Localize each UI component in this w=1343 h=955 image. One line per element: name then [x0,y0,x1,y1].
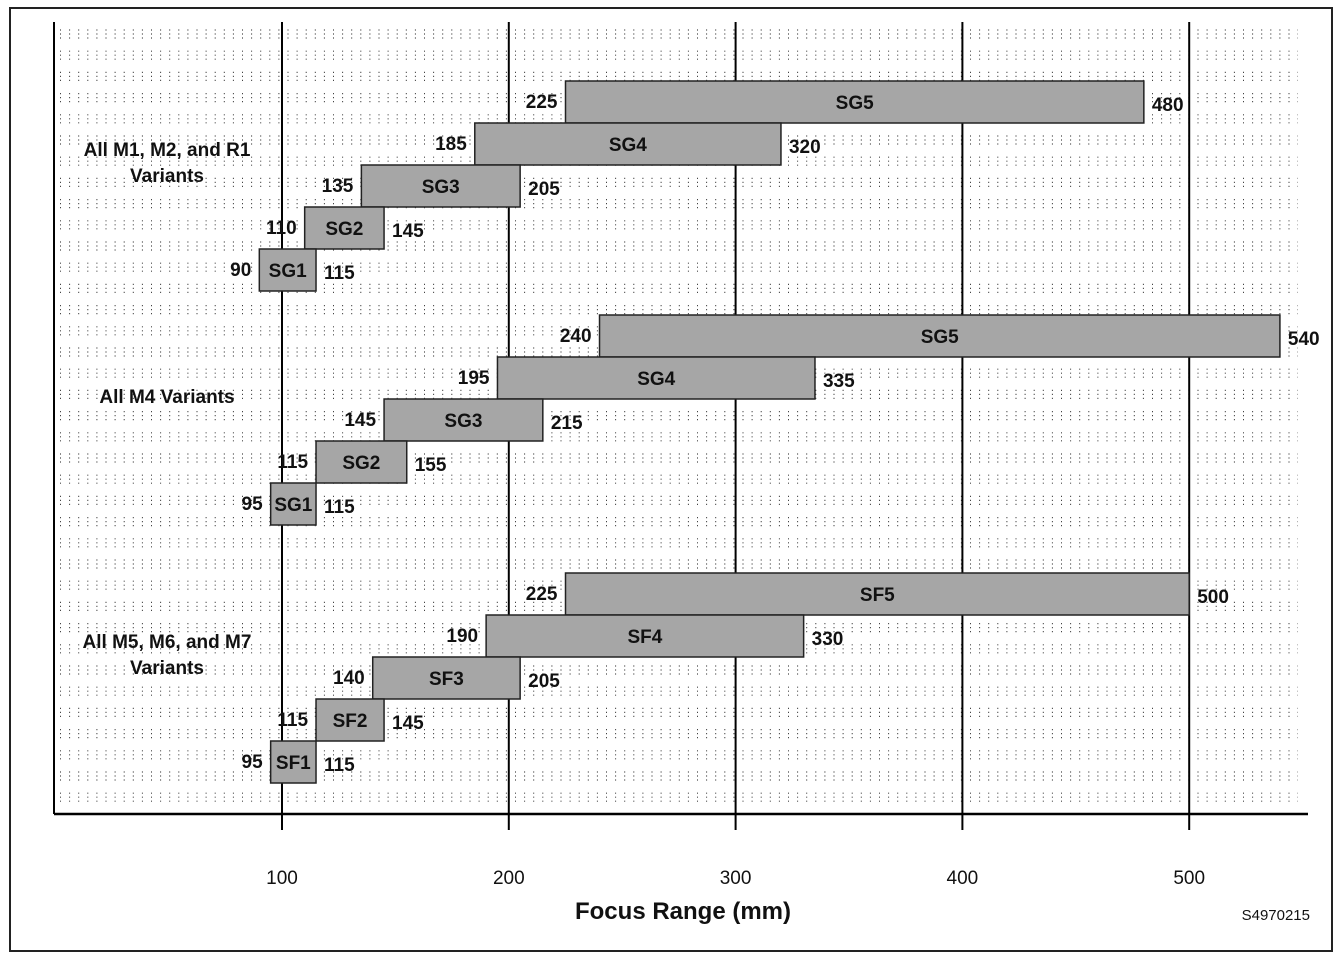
label-layer: SG5 225 480 SG4 185 320 SG3 135 205 SG2 110 145 SG1 9… [83,92,1320,776]
group-label: All M5, M6, and M7 [83,632,252,653]
range-end-label: 155 [415,455,447,476]
figure-id: S4970215 [1242,907,1310,924]
range-bar [269,740,317,784]
range-end-label: 115 [324,755,355,776]
x-tick-label: 100 [266,868,298,889]
range-start-label: 135 [322,176,354,197]
range-end-label: 500 [1197,587,1229,608]
range-start-label: 140 [333,668,365,689]
range-start-label: 225 [526,92,558,113]
range-bar [258,248,317,292]
range-bar [315,440,408,484]
x-tick-label: 400 [947,868,979,889]
range-start-label: 90 [230,260,251,281]
range-end-label: 330 [812,629,844,650]
range-start-label: 145 [344,410,376,431]
bar-name-label: SF3 [429,669,464,690]
range-end-label: 115 [324,263,355,284]
bar-name-label: SG2 [325,219,363,240]
range-bar [485,614,805,658]
bar-name-label: SF1 [276,753,311,774]
range-end-label: 480 [1152,95,1184,116]
bar-name-label: SG4 [637,369,675,390]
range-start-label: 110 [266,218,297,239]
range-start-label: 95 [242,494,264,515]
bar-name-label: SG5 [921,327,959,348]
bar-name-label: SG1 [269,261,307,282]
range-start-label: 115 [277,710,308,731]
range-bar [474,122,782,166]
bar-name-label: SG5 [836,93,874,114]
x-tick-label: 200 [493,868,525,889]
range-bar [496,356,816,400]
range-bar [315,698,385,742]
range-start-label: 195 [458,368,490,389]
range-bar [360,164,521,208]
bar-name-label: SG3 [444,411,482,432]
range-end-label: 215 [551,413,583,434]
group-label: All M4 Variants [99,387,234,408]
bar-name-label: SG2 [342,453,380,474]
range-end-label: 115 [324,497,355,518]
range-end-label: 145 [392,221,424,242]
range-start-label: 115 [277,452,308,473]
group-label: Variants [130,658,204,679]
range-start-label: 225 [526,584,558,605]
range-bar [598,314,1281,358]
range-start-label: 190 [446,626,478,647]
group-label: All M1, M2, and R1 [84,140,251,161]
range-end-label: 320 [789,137,821,158]
range-end-label: 540 [1288,329,1320,350]
bar-name-label: SG3 [422,177,460,198]
range-bar [383,398,544,442]
range-end-label: 205 [528,671,560,692]
range-end-label: 145 [392,713,424,734]
bar-name-label: SG4 [609,135,647,156]
bar-name-label: SF2 [333,711,368,732]
bar-name-label: SG1 [274,495,312,516]
range-start-label: 185 [435,134,467,155]
bar-name-label: SF5 [860,585,895,606]
bar-layer [258,80,1281,784]
x-tick-label: 300 [720,868,752,889]
range-bar [564,80,1145,124]
range-bar [371,656,521,700]
x-axis-title: Focus Range (mm) [575,898,791,925]
group-label: Variants [130,166,204,187]
range-bar [269,482,317,526]
range-bar [303,206,385,250]
range-start-label: 95 [242,752,264,773]
x-axis: 100 200 300 400 500 [53,22,1308,889]
range-start-label: 240 [560,326,592,347]
range-end-label: 205 [528,179,560,200]
range-end-label: 335 [823,371,855,392]
bar-name-label: SF4 [627,627,662,648]
x-tick-label: 500 [1173,868,1205,889]
range-bar [564,572,1190,616]
